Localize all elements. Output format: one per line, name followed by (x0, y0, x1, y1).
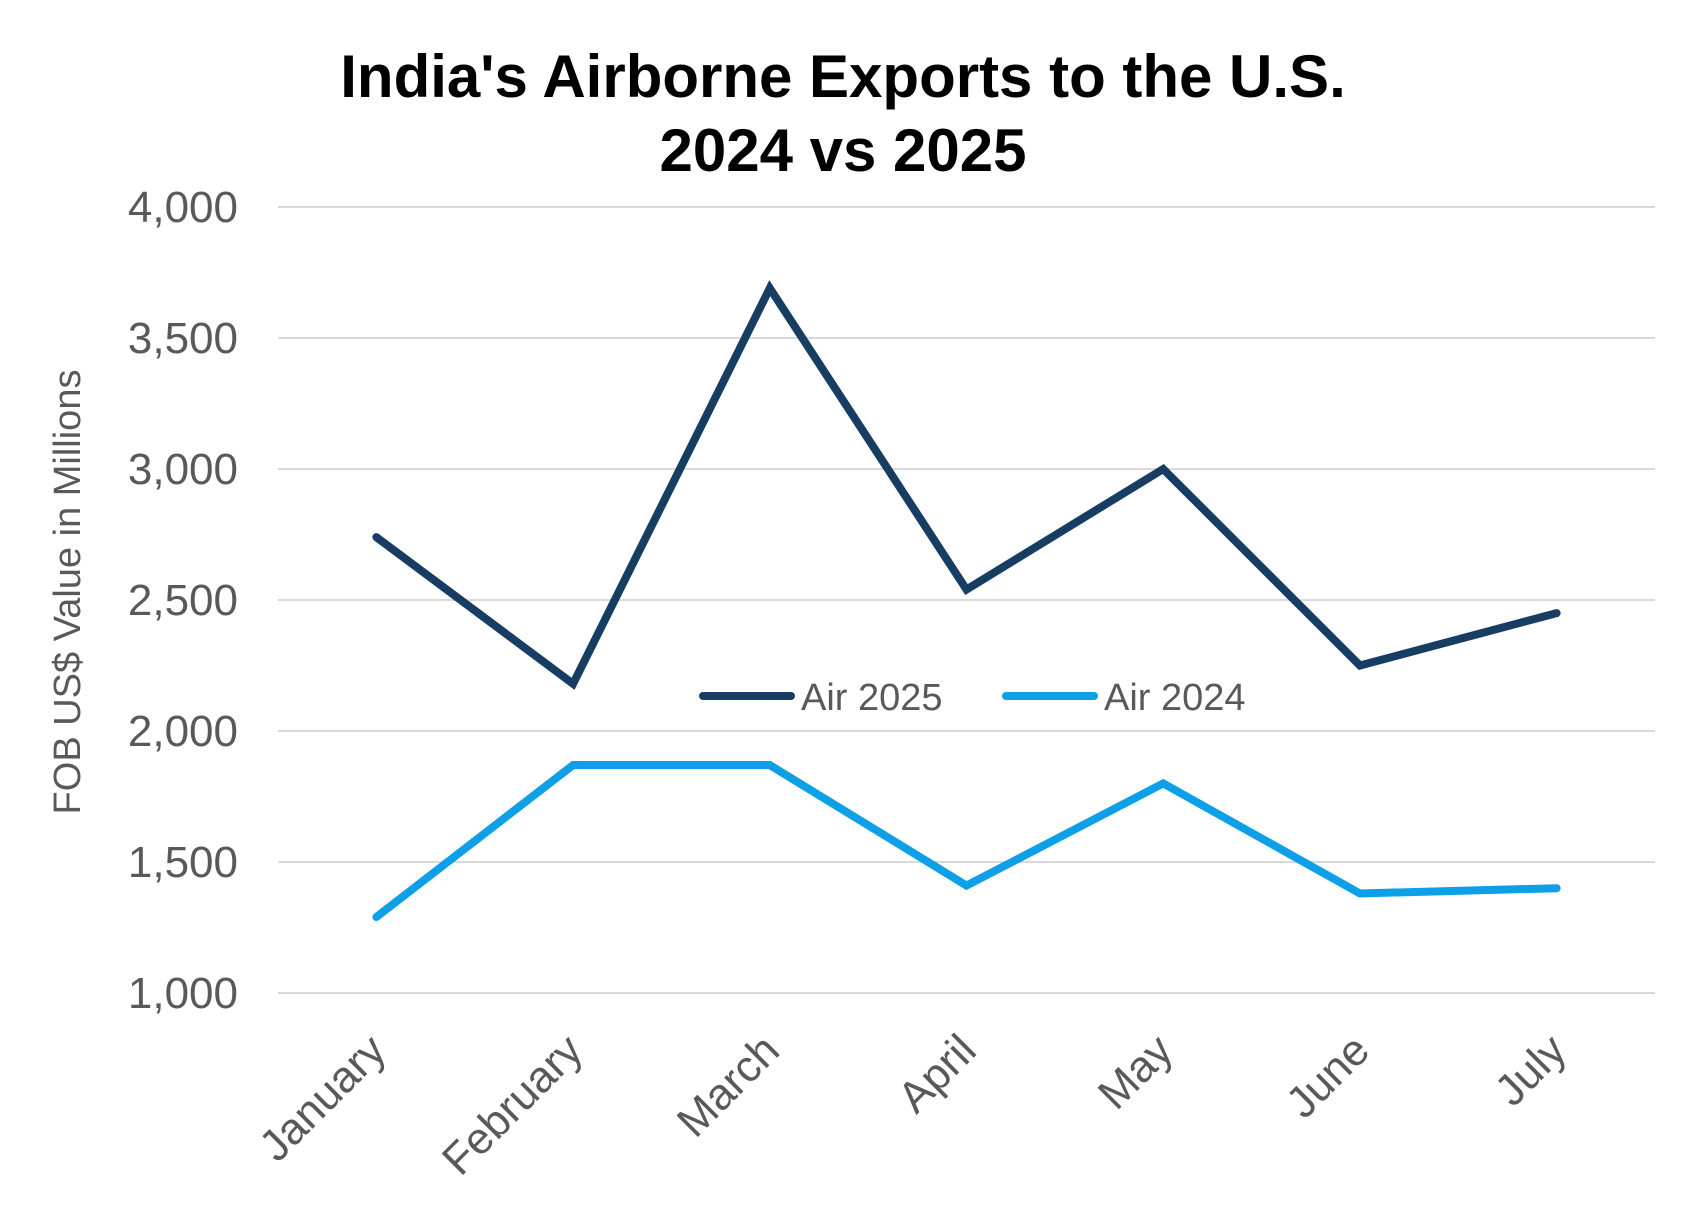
chart-title-line-2: 2024 vs 2025 (659, 117, 1027, 184)
x-tick-label: January (250, 1025, 395, 1170)
x-tick-label: June (1277, 1025, 1379, 1127)
y-axis-title: FOB US$ Value in Millions (47, 370, 89, 815)
y-tick-label: 3,000 (128, 445, 238, 494)
y-tick-label: 4,000 (128, 183, 238, 232)
legend-label: Air 2025 (801, 677, 943, 719)
x-tick-label: April (889, 1025, 986, 1122)
x-tick-label: March (668, 1025, 789, 1146)
y-tick-label: 3,500 (128, 314, 238, 363)
chart-title-line-1: India's Airborne Exports to the U.S. (340, 43, 1346, 110)
series-line (372, 761, 1561, 922)
series-line (372, 280, 1561, 690)
x-tick-label: February (433, 1025, 592, 1184)
y-tick-label: 1,500 (128, 838, 238, 887)
x-tick-label: May (1089, 1025, 1182, 1118)
y-tick-label: 2,500 (128, 576, 238, 625)
y-tick-label: 2,000 (128, 707, 238, 756)
x-tick-label: July (1486, 1025, 1576, 1115)
legend-label: Air 2024 (1104, 677, 1246, 719)
chart-title: India's Airborne Exports to the U.S. 202… (0, 40, 1686, 188)
y-tick-label: 1,000 (128, 969, 238, 1018)
